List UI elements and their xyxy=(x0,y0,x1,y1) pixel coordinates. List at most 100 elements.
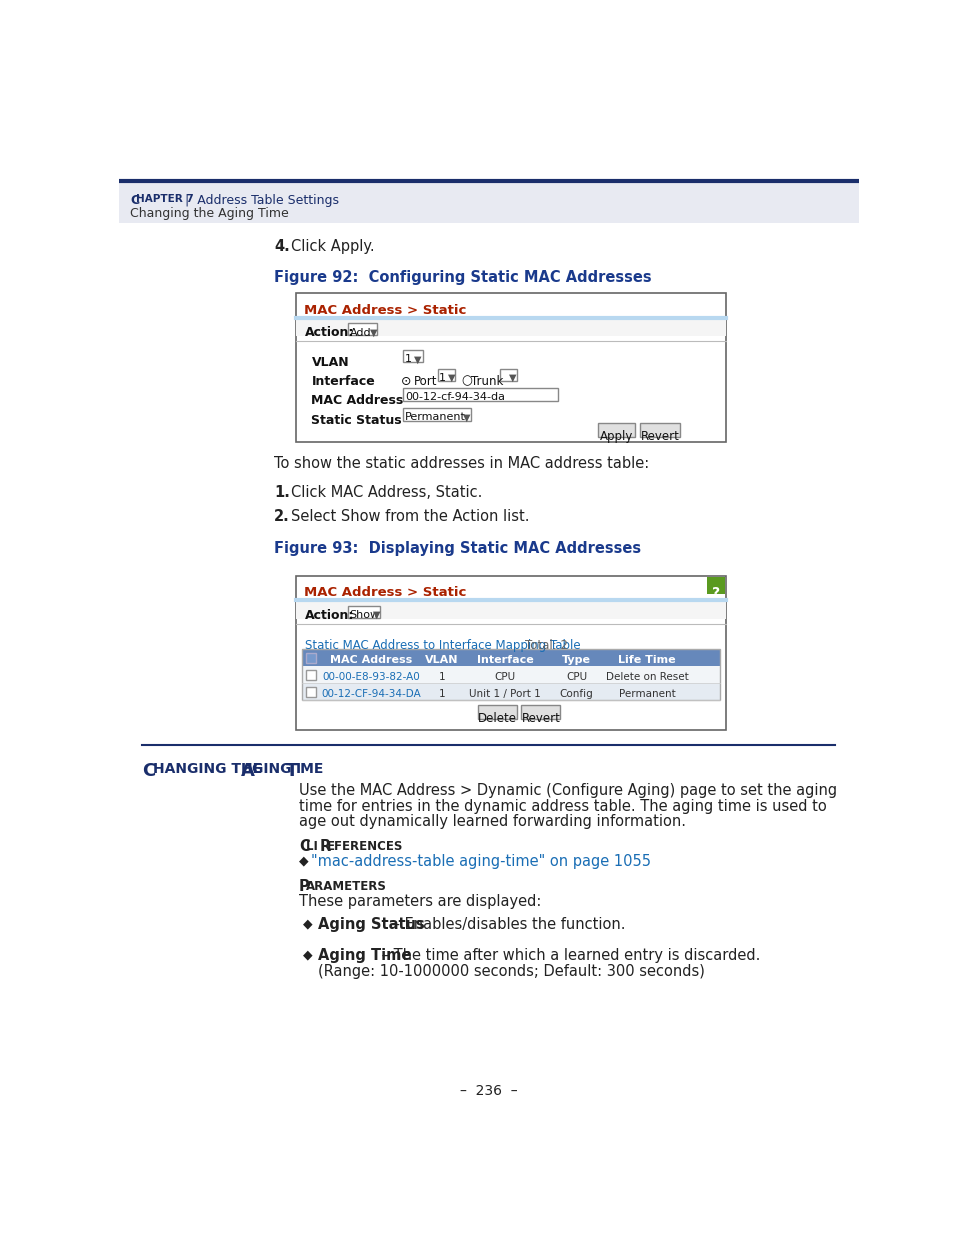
Text: IME: IME xyxy=(295,762,324,776)
Bar xyxy=(437,369,455,380)
Text: Add: Add xyxy=(349,327,371,337)
Text: 2.: 2. xyxy=(274,509,290,524)
Bar xyxy=(306,653,315,663)
Text: EFERENCES: EFERENCES xyxy=(327,840,403,852)
Bar xyxy=(348,324,377,336)
Text: T: T xyxy=(286,762,298,779)
Text: 00-12-cf-94-34-da: 00-12-cf-94-34-da xyxy=(405,393,505,403)
Text: |  Address Table Settings: | Address Table Settings xyxy=(181,194,339,206)
Bar xyxy=(348,605,380,618)
Text: HAPTER 7: HAPTER 7 xyxy=(136,194,193,205)
Text: – Enables/disables the function.: – Enables/disables the function. xyxy=(388,918,625,932)
Text: Trunk: Trunk xyxy=(471,374,503,388)
Bar xyxy=(499,369,517,380)
Text: Click Apply.: Click Apply. xyxy=(291,240,375,254)
Text: ▼: ▼ xyxy=(373,610,380,620)
Text: CPU: CPU xyxy=(494,672,516,682)
Bar xyxy=(306,687,315,698)
Bar xyxy=(707,577,723,594)
Text: 1: 1 xyxy=(437,689,444,699)
Text: MAC Address > Static: MAC Address > Static xyxy=(303,304,466,316)
Bar xyxy=(295,576,725,730)
Text: ▼: ▼ xyxy=(462,412,470,422)
Text: GING: GING xyxy=(252,762,296,776)
Bar xyxy=(119,180,858,222)
Text: 1: 1 xyxy=(437,672,444,682)
Text: "mac-address-table aging-time" on page 1055: "mac-address-table aging-time" on page 1… xyxy=(311,855,651,869)
Text: P: P xyxy=(298,879,310,894)
Text: C: C xyxy=(142,762,155,779)
Text: age out dynamically learned forwarding information.: age out dynamically learned forwarding i… xyxy=(298,814,685,829)
Text: Static MAC Address to Interface Mapping Table: Static MAC Address to Interface Mapping … xyxy=(305,638,580,652)
Text: Aging Status: Aging Status xyxy=(318,918,425,932)
Text: (Range: 10-1000000 seconds; Default: 300 seconds): (Range: 10-1000000 seconds; Default: 300… xyxy=(318,963,704,978)
Text: Port: Port xyxy=(414,374,436,388)
Text: Figure 93:  Displaying Static MAC Addresses: Figure 93: Displaying Static MAC Address… xyxy=(274,541,640,556)
Text: Revert: Revert xyxy=(640,430,679,443)
Text: 00-00-E8-93-82-A0: 00-00-E8-93-82-A0 xyxy=(322,672,419,682)
Text: 00-12-CF-94-34-DA: 00-12-CF-94-34-DA xyxy=(321,689,420,699)
Text: ARAMETERS: ARAMETERS xyxy=(306,879,387,893)
Text: Revert: Revert xyxy=(521,711,559,725)
Text: ▼: ▼ xyxy=(509,373,516,383)
Text: To show the static addresses in MAC address table:: To show the static addresses in MAC addr… xyxy=(274,456,649,472)
Text: Click MAC Address, Static.: Click MAC Address, Static. xyxy=(291,485,482,500)
Text: Select Show from the Action list.: Select Show from the Action list. xyxy=(291,509,529,524)
Text: ?: ? xyxy=(711,585,720,599)
Bar xyxy=(302,667,720,683)
Text: These parameters are displayed:: These parameters are displayed: xyxy=(298,894,541,909)
Bar xyxy=(521,705,559,719)
Text: ◆: ◆ xyxy=(303,918,313,930)
Text: ◆: ◆ xyxy=(298,855,309,867)
Text: A: A xyxy=(241,762,254,779)
Text: Action:: Action: xyxy=(305,326,355,340)
Text: VLAN: VLAN xyxy=(311,356,349,369)
Text: LI: LI xyxy=(306,840,322,852)
Bar xyxy=(402,350,422,362)
Text: Total: 2: Total: 2 xyxy=(524,638,567,652)
Text: Delete: Delete xyxy=(477,711,517,725)
Text: CPU: CPU xyxy=(565,672,586,682)
Text: ▼: ▼ xyxy=(370,327,377,337)
Text: Delete on Reset: Delete on Reset xyxy=(605,672,688,682)
Text: Interface: Interface xyxy=(311,375,375,388)
Text: time for entries in the dynamic address table. The aging time is used to: time for entries in the dynamic address … xyxy=(298,799,826,814)
Text: 1: 1 xyxy=(404,353,411,364)
Bar xyxy=(639,424,679,437)
Bar xyxy=(302,683,720,700)
Text: Static Status: Static Status xyxy=(311,414,401,427)
Text: Life Time: Life Time xyxy=(618,655,675,664)
Text: MAC Address > Static: MAC Address > Static xyxy=(303,587,466,599)
Text: ▼: ▼ xyxy=(447,373,455,383)
Bar xyxy=(295,599,725,619)
Text: Permanent: Permanent xyxy=(618,689,675,699)
Text: 1.: 1. xyxy=(274,485,290,500)
Text: 1: 1 xyxy=(439,373,446,383)
Text: –  236  –: – 236 – xyxy=(459,1084,517,1098)
Text: ○: ○ xyxy=(460,374,472,388)
Text: ▼: ▼ xyxy=(414,354,421,364)
Text: Action:: Action: xyxy=(305,609,355,621)
Text: Apply: Apply xyxy=(599,430,633,443)
Text: Figure 92:  Configuring Static MAC Addresses: Figure 92: Configuring Static MAC Addres… xyxy=(274,270,651,285)
Bar xyxy=(295,293,725,442)
Bar xyxy=(302,650,720,667)
Bar xyxy=(598,424,635,437)
Bar xyxy=(402,388,558,401)
Bar xyxy=(306,671,315,680)
Text: C: C xyxy=(130,194,139,206)
Text: Show: Show xyxy=(349,610,379,620)
Bar xyxy=(477,705,517,719)
Text: 4.: 4. xyxy=(274,240,290,254)
Text: Interface: Interface xyxy=(476,655,533,664)
Text: R: R xyxy=(319,839,331,853)
Text: MAC Address: MAC Address xyxy=(311,394,403,406)
Text: ⊙: ⊙ xyxy=(401,374,412,388)
Text: C: C xyxy=(298,839,310,853)
Text: MAC Address: MAC Address xyxy=(330,655,412,664)
Text: Permanent: Permanent xyxy=(405,412,466,422)
Text: HANGING THE: HANGING THE xyxy=(152,762,267,776)
Bar xyxy=(295,316,725,336)
Bar xyxy=(402,408,471,421)
Bar xyxy=(302,650,720,700)
